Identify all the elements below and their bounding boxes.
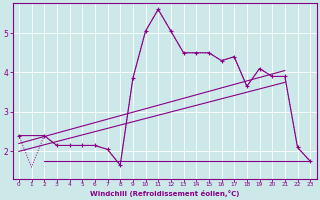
X-axis label: Windchill (Refroidissement éolien,°C): Windchill (Refroidissement éolien,°C)	[90, 190, 239, 197]
